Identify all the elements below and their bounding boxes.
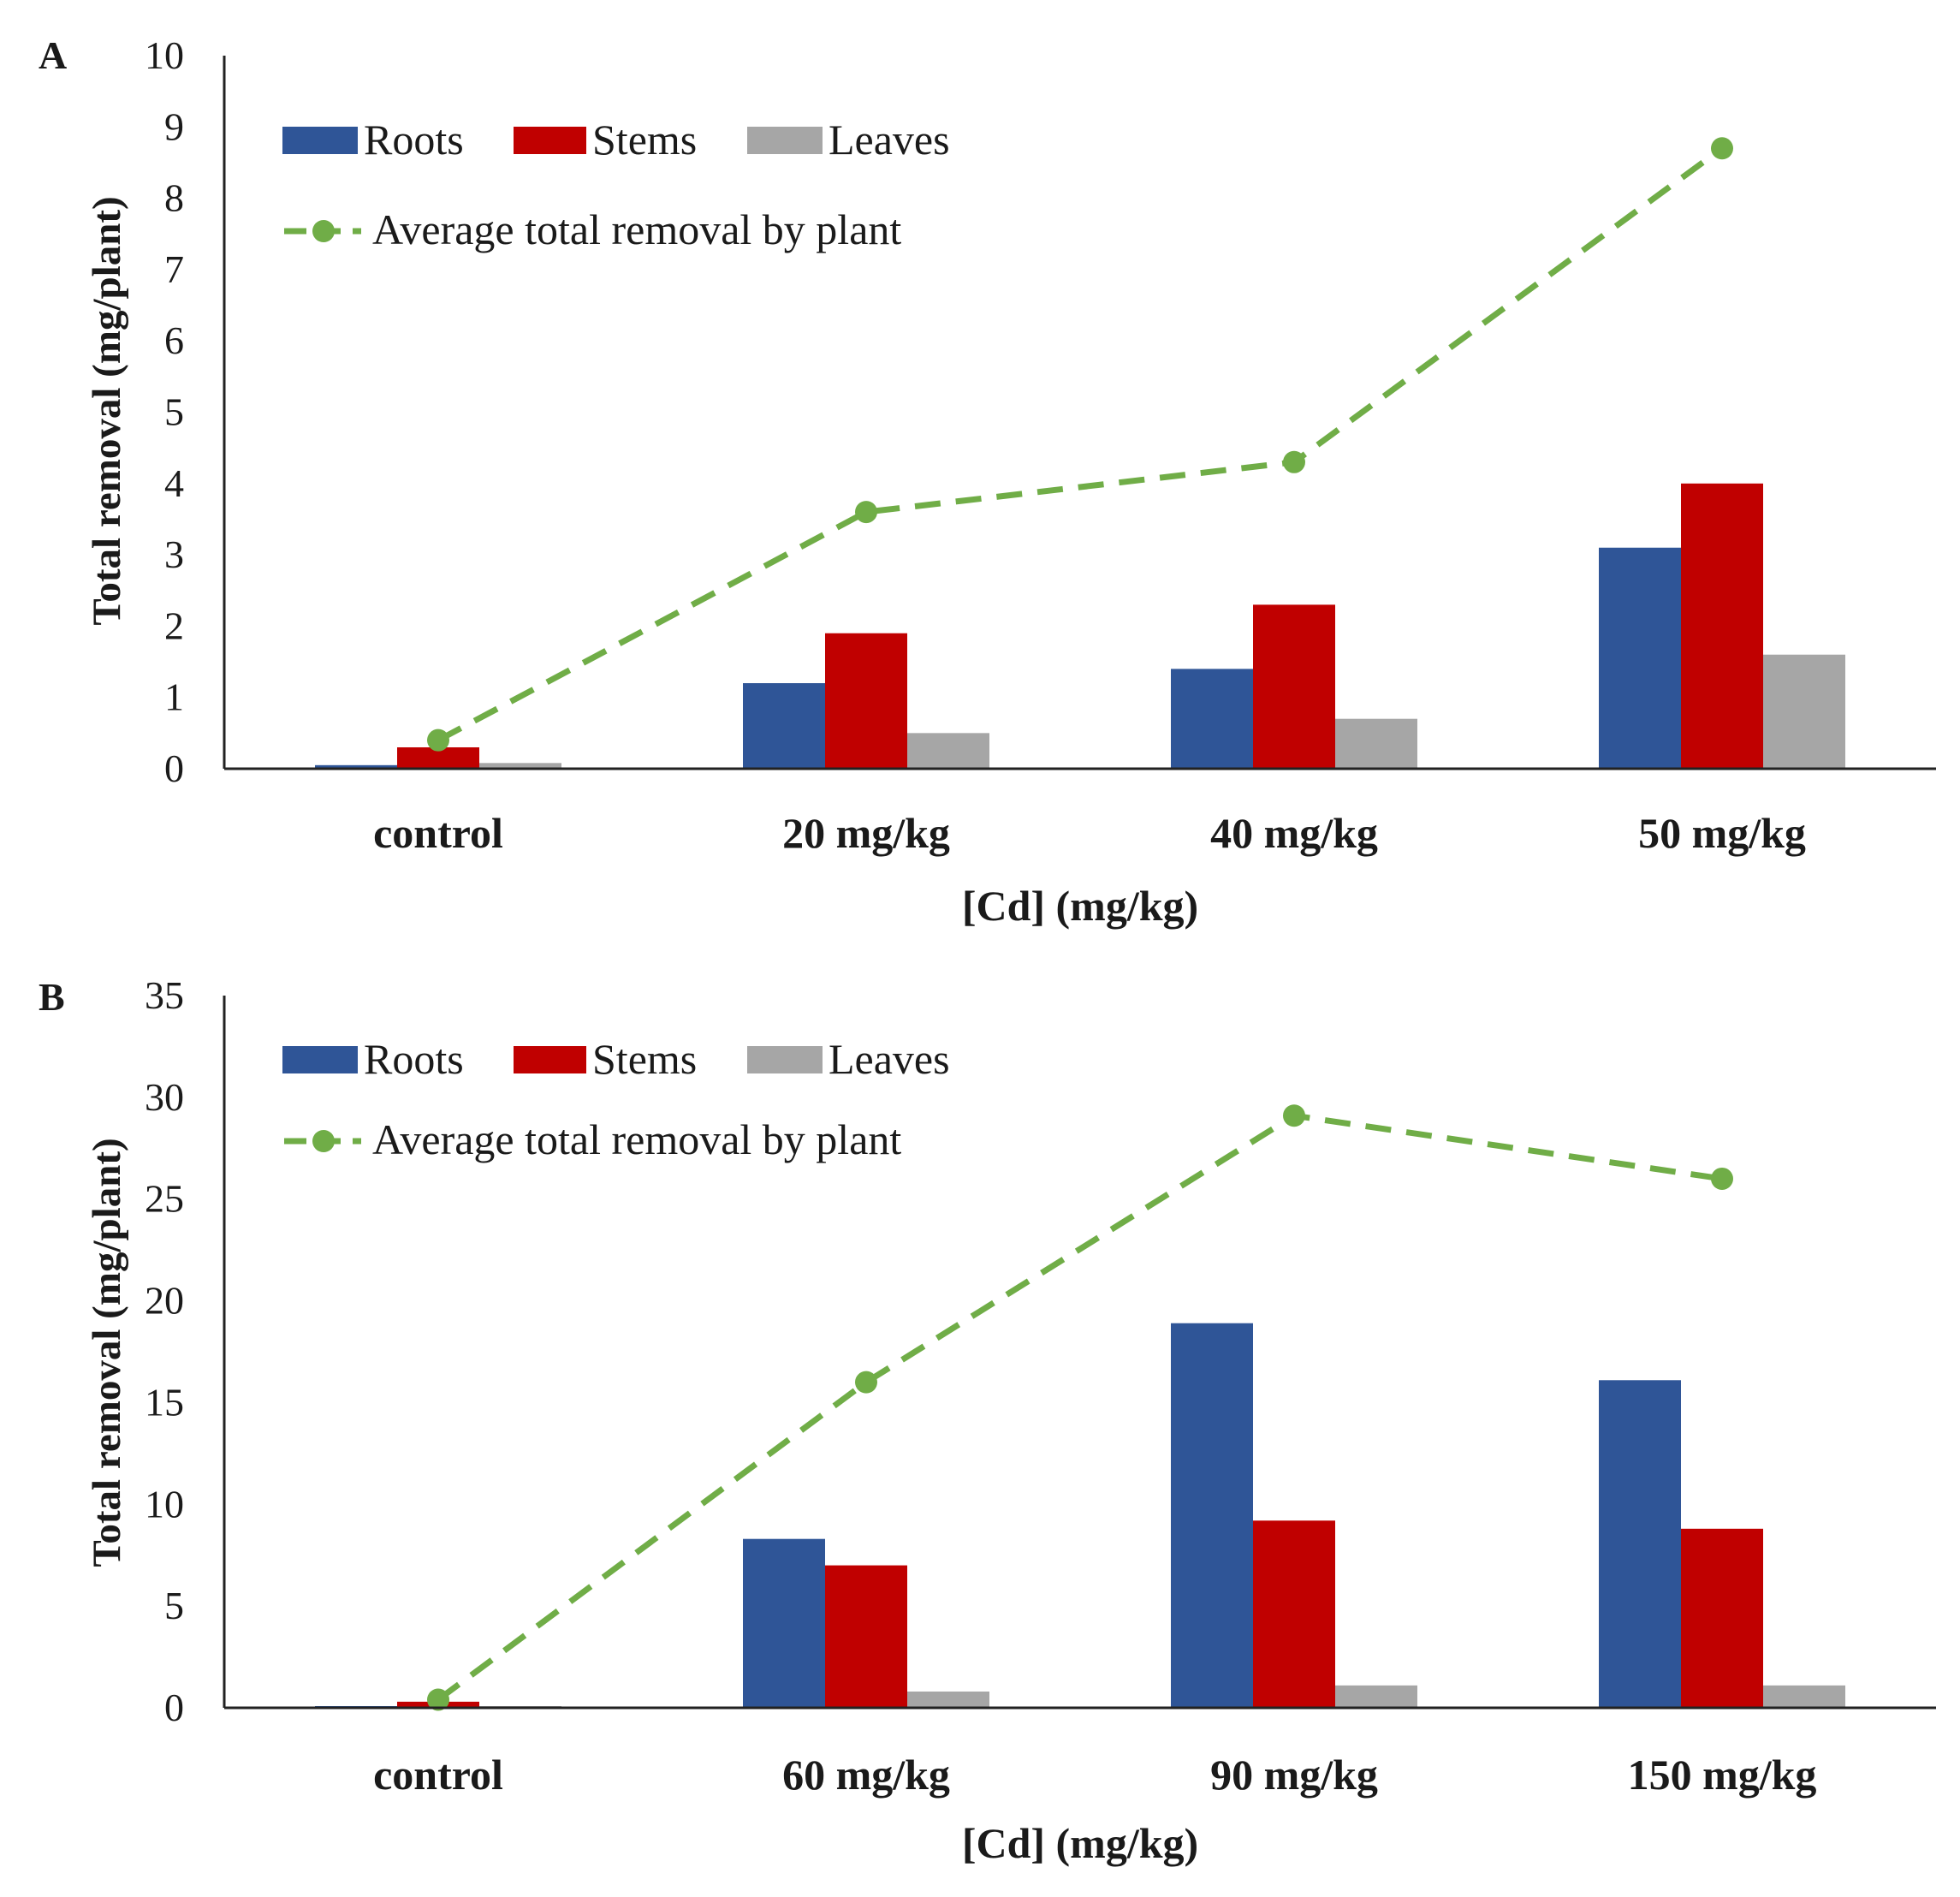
panel-a-bar-leaves-2 [1335,718,1417,769]
panel-b-ylabel: Total removal (mg/plant) [85,1138,129,1567]
legend-a-stems-label: Stems [592,116,697,164]
legend-b-leaves-swatch [747,1046,823,1073]
legend-a-roots-swatch [282,127,358,154]
panel-b-category-label-2: 90 mg/kg [1210,1751,1378,1799]
panel-a-ytick-label: 4 [164,461,184,505]
panel-b-bar-stems-1 [825,1565,907,1708]
legend-b-stems-label: Stems [592,1035,697,1083]
panel-a-yticks: 0 1 2 3 4 5 6 7 8 9 10 [145,33,184,790]
panel-a-ytick-label: 6 [164,318,184,362]
panel-b-category-label-3: 150 mg/kg [1628,1751,1817,1799]
panel-a-ytick-label: 1 [164,675,184,719]
panel-a-bar-roots-3 [1599,547,1681,769]
panel-b-category-label-0: control [373,1751,503,1799]
panel-a-ytick-label: 5 [164,390,184,434]
panel-a-bar-stems-3 [1681,483,1763,769]
panel-a-category-label-1: 20 mg/kg [782,809,950,857]
chart-panel-b: B Total removal (mg/plant) 0 5 10 15 20 25 30 3… [39,973,1936,1867]
panel-b-ytick-label: 20 [145,1279,184,1323]
panel-a-ytick-label: 7 [164,247,184,291]
panel-a-bars [315,483,1845,769]
chart-panel-a: A Total removal (mg/plant) 012345678910 … [39,33,1936,930]
panel-a-avg-point-2 [1283,450,1305,473]
panel-a-legend: Roots Stems Leaves Average total removal… [282,116,950,253]
panel-b-category-labels: control 60 mg/kg 90 mg/kg 150 mg/kg [373,1751,1816,1799]
panel-b-legend: Roots Stems Leaves Average total removal… [282,1035,950,1163]
panel-a-line-series [427,137,1733,752]
panel-a-ylabel: Total removal (mg/plant) [85,196,129,625]
legend-b-line-marker [312,1130,335,1152]
panel-b-ytick-label: 30 [145,1075,184,1119]
panel-b-category-label-1: 60 mg/kg [782,1751,950,1799]
panel-b-bar-leaves-3 [1763,1685,1845,1708]
panel-a-avg-point-0 [427,728,449,752]
panel-a-xlabel: [Cd] (mg/kg) [962,882,1198,930]
panel-a-avg-point-3 [1711,137,1733,160]
legend-a-line-label: Average total removal by plant [372,205,901,253]
panel-b-xlabel: [Cd] (mg/kg) [962,1819,1198,1867]
panel-b-avg-point-3 [1711,1167,1733,1190]
legend-a-roots-label: Roots [364,116,464,164]
panel-b-bar-leaves-1 [907,1691,989,1708]
legend-b-leaves-label: Leaves [829,1035,950,1083]
panel-b-ytick-label: 0 [164,1686,184,1729]
panel-b-ytick-label: 5 [164,1584,184,1627]
panel-b-line-series [427,1104,1733,1711]
panel-b-bars [315,1323,1845,1708]
panel-b-yticks: 0 5 10 15 20 25 30 35 [145,973,184,1729]
panel-b-bar-stems-3 [1681,1528,1763,1708]
panel-a-bar-leaves-3 [1763,654,1845,769]
panel-a-bar-roots-0 [315,764,397,769]
panel-a-avg-point-1 [855,501,877,524]
panel-a-bar-stems-2 [1253,604,1335,769]
panel-a-category-label-0: control [373,809,503,857]
panel-a-ytick-label: 10 [145,33,184,77]
panel-a-ytick-label: 9 [164,104,184,148]
panel-b-avg-point-0 [427,1688,449,1711]
panel-a-ytick-label: 2 [164,604,184,647]
panel-a-bar-leaves-0 [479,763,561,769]
panel-a-bar-roots-1 [743,683,825,769]
panel-a-label: A [39,33,67,77]
panel-b-avg-point-1 [855,1371,877,1394]
legend-a-stems-swatch [514,127,586,154]
panel-b-bar-stems-2 [1253,1520,1335,1708]
panel-a-bar-stems-1 [825,633,907,769]
legend-a-line-marker [312,220,335,242]
legend-a-leaves-swatch [747,127,823,154]
panel-a-ytick-label: 8 [164,176,184,220]
panel-b-label: B [39,975,65,1019]
legend-b-stems-swatch [514,1046,586,1073]
panel-b-ytick-label: 25 [145,1177,184,1221]
panel-a-ytick-label: 0 [164,746,184,790]
panel-b-bar-leaves-2 [1335,1685,1417,1708]
panel-a-bar-roots-2 [1171,669,1253,769]
panel-b-bar-roots-1 [743,1538,825,1708]
panel-b-ytick-label: 10 [145,1482,184,1525]
panel-a-category-label-2: 40 mg/kg [1210,809,1378,857]
panel-b-bar-roots-2 [1171,1323,1253,1708]
panel-b-avg-point-2 [1283,1104,1305,1127]
legend-b-roots-swatch [282,1046,358,1073]
panel-b-ytick-label: 15 [145,1380,184,1424]
panel-b-avg-line [436,1112,1723,1703]
legend-b-roots-label: Roots [364,1035,464,1083]
panel-b-bar-roots-3 [1599,1380,1681,1708]
panel-a-bar-leaves-1 [907,733,989,769]
panel-a-category-label-3: 50 mg/kg [1638,809,1806,857]
legend-a-leaves-label: Leaves [829,116,950,164]
panel-a-category-labels: control 20 mg/kg 40 mg/kg 50 mg/kg [373,809,1806,857]
panel-a-ytick-label: 3 [164,532,184,576]
panel-a-avg-line [437,146,1725,743]
legend-b-line-label: Average total removal by plant [372,1115,901,1163]
panel-b-ytick-label: 35 [145,973,184,1017]
